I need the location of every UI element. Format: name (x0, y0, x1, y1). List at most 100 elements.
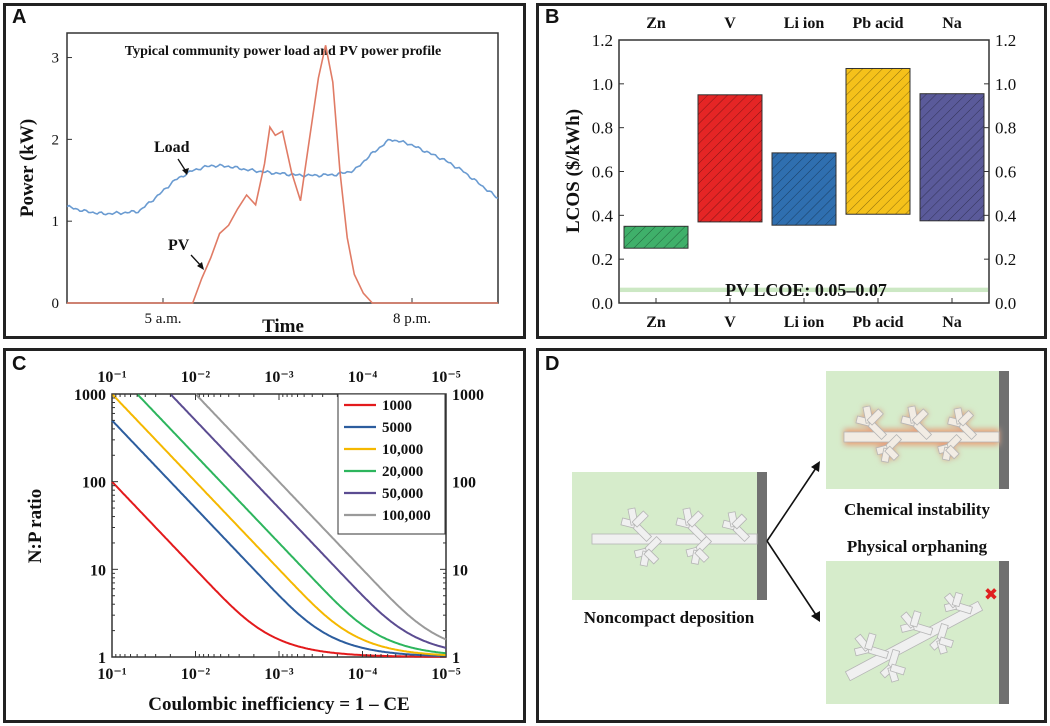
dendrite-branch (911, 408, 929, 426)
pv-lcoe-band (620, 287, 988, 293)
x-tick-label-a: 5 a.m. (144, 311, 181, 327)
panel-b-label: B (545, 6, 560, 28)
category-label-top: Li ion (784, 15, 825, 32)
x-tick-label-a: 8 p.m. (393, 311, 431, 327)
y-tick-label-c-right: 1000 (452, 387, 484, 404)
legend-box (337, 393, 446, 535)
x-axis-label-c: Coulombic inefficiency = 1 – CE (148, 694, 410, 715)
bar-hatch (846, 68, 910, 215)
panel-c-label: C (12, 353, 27, 375)
chart-a: Typical community power load and PV powe… (17, 32, 499, 337)
x-tick-label-c-top: 10⁻⁵ (431, 369, 460, 386)
panel-d-label: D (545, 353, 560, 375)
y-tick-label-b-right: 1.0 (995, 75, 1016, 94)
dendrite-branch (591, 533, 758, 545)
panel-a: Typical community power load and PV powe… (3, 3, 526, 339)
arrow-to-chemical (766, 467, 817, 542)
series-line-20000 (136, 393, 447, 655)
chemical-dendrite (843, 405, 1000, 463)
category-label-top: Zn (646, 15, 666, 32)
series-line-1000 (111, 480, 446, 658)
category-label-bottom: Pb acid (852, 314, 903, 331)
physical-box (826, 561, 1008, 704)
x-tick-label-c-top: 10⁻⁴ (348, 369, 377, 386)
chart-c: 10⁻¹ 10⁻¹ 10⁻² 10⁻² 10⁻³ 10⁻³ 10⁻⁴ 10⁻⁴ 10⁻⁵ 10⁻⁵… (25, 369, 484, 715)
panel-a-label: A (12, 6, 27, 28)
y-tick-label-c-right: 10 (452, 562, 468, 579)
y-tick-label-b-left: 0.6 (592, 163, 613, 182)
arrow-to-physical-head (811, 611, 820, 622)
y-tick-label-b-right: 0.4 (995, 206, 1017, 225)
top-electrode (999, 371, 1009, 489)
dendrite-branch (731, 513, 748, 530)
x-tick-label-c-top: 10⁻³ (264, 369, 293, 386)
dendrite-branch (938, 636, 954, 649)
dendrite-branch (866, 408, 884, 426)
detached-dendrite-group (844, 591, 984, 683)
dendrite-branch (945, 444, 960, 460)
category-label-bottom: Li ion (784, 314, 825, 331)
y-tick-label-b-right: 0.2 (995, 250, 1016, 269)
bottom-electrode (999, 561, 1009, 704)
y-tick-label-b-left: 1.2 (592, 31, 613, 50)
chemical-caption: Chemical instability (844, 500, 990, 519)
y-tick-label-a: 1 (52, 214, 60, 230)
dendrite-branch (694, 547, 710, 563)
y-tick-label-c: 1000 (74, 387, 106, 404)
bar-hatch (624, 226, 688, 249)
legend-label: 50,000 (382, 486, 423, 502)
y-tick-label-c: 10 (90, 562, 106, 579)
y-tick-label-b-left: 0.0 (592, 294, 613, 313)
y-tick-label-b-right: 0.0 (995, 294, 1016, 313)
noncompact-caption: Noncompact deposition (584, 608, 755, 627)
pv-series-line (67, 45, 498, 304)
y-tick-label-b-right: 1.2 (995, 31, 1016, 50)
legend-label: 5000 (382, 420, 412, 436)
y-tick-label-b-right: 0.8 (995, 119, 1016, 138)
plot-frame-a (66, 32, 499, 304)
pv-annotation: PV (168, 237, 190, 254)
x-tick-label-c: 10⁻² (181, 666, 210, 683)
panel-b: 0.0 0.0 0.2 0.2 0.4 0.4 0.6 0.6 0.8 0.8 1.0 1.0 1.2 1… (536, 3, 1047, 339)
x-tick-label-c: 10⁻⁵ (431, 666, 460, 683)
category-label-bottom: Na (942, 314, 962, 331)
y-tick-label-b-left: 0.4 (592, 206, 614, 225)
y-tick-label-b-left: 0.8 (592, 119, 613, 138)
y-tick-label-c-right: 100 (452, 475, 476, 492)
bar-hatch (772, 152, 836, 226)
load-series-line (66, 138, 499, 216)
x-tick-label-c-top: 10⁻¹ (97, 369, 126, 386)
category-label-top: Na (942, 15, 962, 32)
panel-c: 10⁻¹ 10⁻¹ 10⁻² 10⁻² 10⁻³ 10⁻³ 10⁻⁴ 10⁻⁴ 10⁻⁵ 10⁻⁵… (3, 348, 526, 723)
y-axis-label-b: LCOS ($/kWh) (563, 109, 584, 233)
dendrite-branch (889, 663, 906, 676)
y-tick-label-a: 0 (52, 296, 60, 312)
y-axis-label-a: Power (kW) (17, 119, 38, 217)
dendrite-core (843, 405, 1000, 463)
category-label-top: Pb acid (852, 15, 903, 32)
diagram-d: Noncompact deposition Chemical instabili… (572, 371, 1009, 704)
legend-label: 20,000 (382, 464, 423, 480)
category-label-bottom: Zn (646, 314, 666, 331)
arrow-to-physical (766, 540, 817, 616)
y-tick-label-c-right: 1 (452, 650, 460, 667)
load-annotation: Load (154, 139, 190, 156)
dendrite-branch (643, 548, 660, 565)
chart-b: 0.0 0.0 0.2 0.2 0.4 0.4 0.6 0.6 0.8 0.8 1.0 1.0 1.2 1… (563, 15, 1017, 331)
detached-x-mark: ✖ (984, 585, 998, 605)
y-tick-label-b-left: 0.2 (592, 250, 613, 269)
series-line-10000 (111, 393, 446, 657)
y-axis-label-c: N:P ratio (25, 489, 46, 563)
y-tick-label-b-left: 1.0 (592, 75, 613, 94)
category-label-bottom: V (724, 314, 736, 331)
x-axis-label-a: Time (262, 316, 304, 337)
dendrite-branch (686, 510, 704, 528)
left-electrode (757, 472, 767, 600)
y-tick-label-a: 3 (52, 51, 60, 67)
physical-caption: Physical orphaning (847, 537, 988, 556)
y-tick-label-c: 100 (82, 475, 106, 492)
dendrite-branch (864, 632, 877, 651)
x-tick-label-c: 10⁻³ (264, 666, 293, 683)
chart-a-title: Typical community power load and PV powe… (125, 44, 441, 59)
series-line-5000 (111, 419, 447, 658)
